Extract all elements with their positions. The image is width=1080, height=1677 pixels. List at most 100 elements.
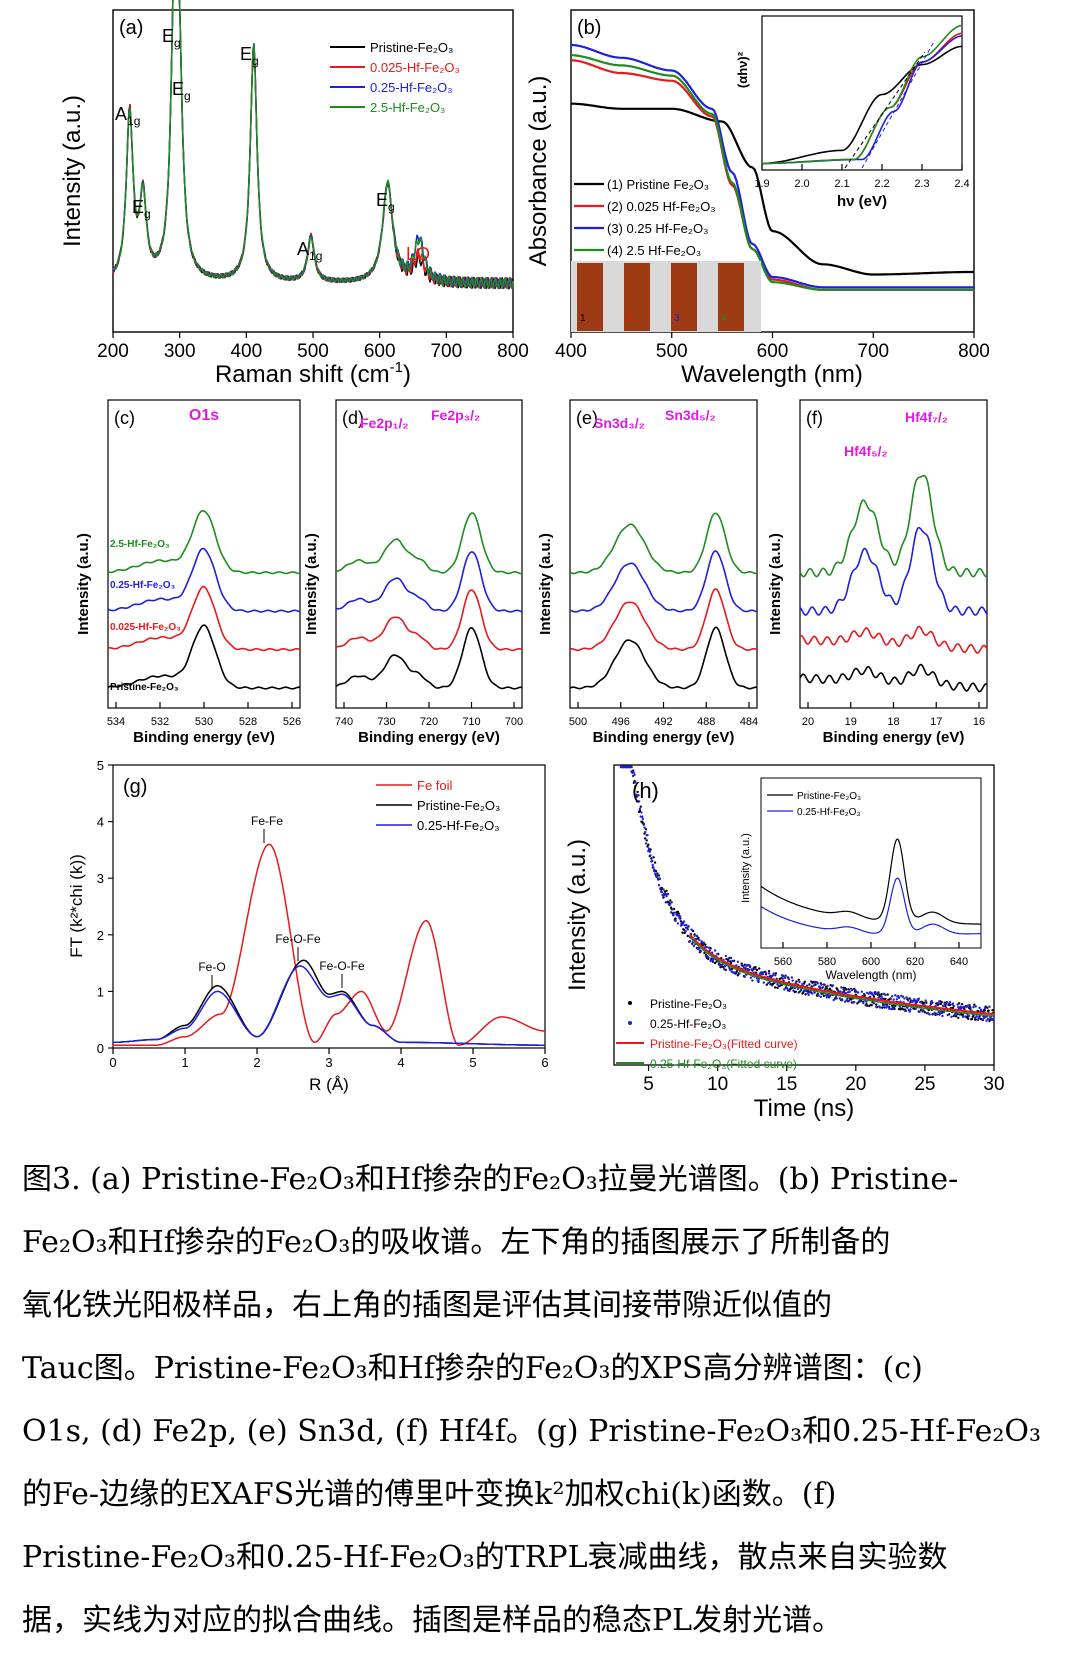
trpl-data-point: [831, 984, 835, 987]
trpl-data-point: [765, 983, 768, 986]
legend-label: 0.25-Hf-Fe₂O₃: [417, 818, 500, 833]
xps-xtick-label: 526: [283, 716, 301, 728]
panel-a-legend: Pristine-Fe₂O₃ 0.025-Hf-Fe₂O₃ 0.25-Hf-Fe₂O…: [330, 40, 460, 115]
trpl-data-point: [941, 1004, 945, 1008]
sample-strip: [718, 263, 744, 331]
trpl-data-point: [872, 1002, 876, 1005]
absorbance-xtick-label: 600: [757, 341, 789, 362]
trpl-data-point: [641, 815, 644, 818]
legend-marker: [628, 1021, 632, 1025]
trpl-data-point: [908, 1010, 911, 1013]
trpl-data-point: [713, 949, 717, 952]
trpl-data-point: [738, 972, 741, 975]
xps-xtick-label: 532: [151, 716, 169, 728]
xps-series-label: Pristine-Fe₂O₃: [110, 682, 179, 693]
trpl-data-point: [646, 833, 649, 837]
legend-label: Pristine-Fe₂O₃: [417, 798, 500, 813]
legend-label: Pristine-Fe₂O₃: [370, 40, 453, 55]
trpl-data-point: [729, 968, 732, 972]
trpl-data-point: [812, 984, 816, 987]
peak-label: Eg: [132, 197, 151, 221]
trpl-data-point: [634, 781, 637, 784]
trpl-data-point: [652, 866, 655, 869]
trpl-data-point: [674, 919, 677, 922]
pl-inset: 560 580 600 620 640 Wavelength (nm) Intensity …: [740, 777, 982, 982]
legend-label: Fe foil: [417, 778, 453, 793]
panel-h-xticks: 5 10 15 20 25 30: [643, 1065, 1005, 1095]
panel-h-tag: (h): [632, 778, 659, 803]
trpl-data-point: [918, 1010, 921, 1013]
trpl-xtick-label: 20: [845, 1074, 866, 1095]
trpl-data-point: [653, 869, 656, 873]
trpl-data-point: [974, 1005, 977, 1008]
panel-b-xticks: 400 500 600 700 800: [555, 332, 990, 362]
trpl-data-point: [783, 976, 787, 979]
trpl-data-point: [650, 857, 653, 860]
trpl-data-point: [922, 1001, 926, 1004]
trpl-data-point: [818, 986, 822, 989]
exafs-annotation: Fe-O-Fe: [319, 959, 365, 973]
trpl-data-point: [703, 951, 706, 955]
trpl-data-point: [791, 979, 794, 982]
xps-peak-label: Fe2p₁/₂: [360, 415, 409, 431]
tauc-series-line: [762, 45, 963, 165]
xps-series-line: [335, 589, 523, 652]
xps-xlabel: Binding energy (eV): [593, 729, 735, 746]
trpl-data-point: [904, 1009, 908, 1013]
absorbance-series-line: [571, 102, 975, 276]
pl-xtick-label: 560: [774, 956, 792, 968]
trpl-data-point: [846, 997, 849, 1000]
xps-xtick-label: 710: [462, 716, 480, 728]
xps-series-line: [569, 626, 758, 690]
trpl-data-point: [956, 1003, 959, 1006]
trpl-data-point: [665, 889, 668, 893]
trpl-data-point: [894, 994, 897, 997]
trpl-data-point: [967, 1017, 970, 1020]
trpl-data-point: [917, 997, 920, 1000]
tauc-fit-line: [844, 51, 926, 169]
trpl-data-point: [821, 986, 825, 989]
trpl-data-point: [913, 998, 916, 1001]
xps-xlabel: Binding energy (eV): [823, 729, 965, 746]
exafs-ytick-label: 4: [97, 815, 104, 830]
trpl-data-point: [825, 987, 829, 990]
panel-f-frame: [799, 399, 988, 709]
trpl-data-point: [957, 1016, 960, 1019]
trpl-data-point: [991, 1009, 994, 1012]
trpl-data-point: [658, 877, 661, 880]
sample-number: 1: [580, 313, 586, 324]
trpl-data-point: [908, 997, 911, 1000]
trpl-data-point: [642, 822, 645, 825]
exafs-ytick-label: 1: [97, 984, 104, 999]
trpl-data-point: [881, 1006, 884, 1009]
sample-strip: [671, 263, 697, 331]
caption-line: 据，实线为对应的拟合曲线。插图是样品的稳态PL发射光谱。: [22, 1603, 843, 1638]
trpl-data-point: [979, 1008, 983, 1011]
trpl-data-point: [776, 986, 779, 989]
trpl-data-point: [729, 956, 733, 960]
tauc-xlabel: hν (eV): [837, 193, 887, 210]
trpl-data-point: [786, 987, 789, 990]
trpl-data-point: [640, 811, 643, 814]
trpl-data-point: [685, 923, 688, 927]
panel-h-legend: Pristine-Fe₂O₃ 0.25-Hf-Fe₂O₃ Pristine-Fe₂O…: [616, 997, 798, 1071]
trpl-data-point: [761, 972, 765, 976]
trpl-data-point: [819, 995, 822, 998]
legend-marker: [628, 1001, 632, 1005]
xps-series-line: [569, 512, 758, 575]
trpl-data-point: [629, 765, 632, 769]
exafs-series-line: [113, 965, 545, 1046]
trpl-data-point: [860, 990, 863, 993]
trpl-data-point: [662, 888, 665, 891]
trpl-data-point: [974, 1018, 977, 1021]
xps-xtick-label: 534: [107, 716, 125, 728]
trpl-data-point: [941, 1014, 944, 1018]
xps-xtick-label: 18: [887, 716, 899, 728]
trpl-data-point: [677, 912, 680, 915]
trpl-data-point: [804, 993, 807, 996]
xps-ylabel: Intensity (a.u.): [537, 533, 554, 635]
legend-label: Pristine-Fe₂O₃: [797, 791, 861, 802]
trpl-data-point: [964, 1015, 967, 1018]
trpl-data-point: [777, 984, 781, 988]
trpl-data-point: [707, 956, 710, 959]
